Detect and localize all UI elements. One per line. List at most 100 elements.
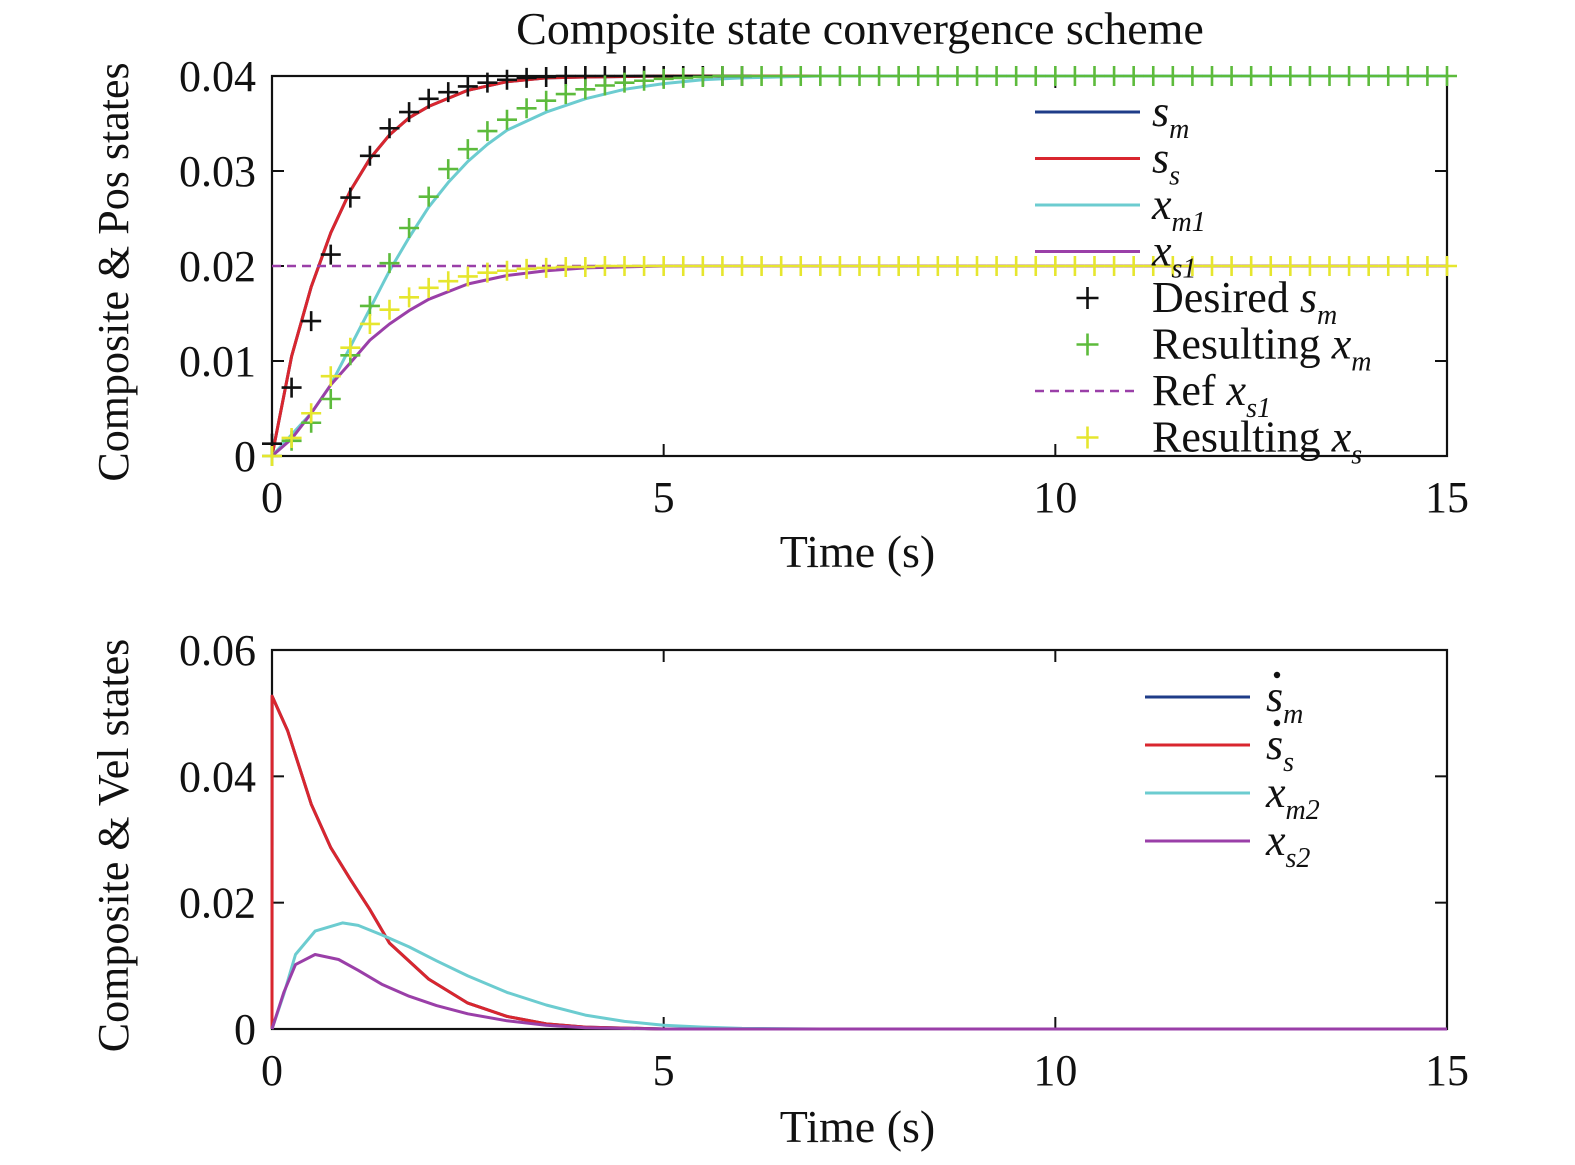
data-point-marker [712,66,733,86]
data-point-marker [1299,256,1320,276]
data-point-marker [1241,66,1262,86]
data-point-marker [810,256,831,276]
data-point-marker [1437,256,1457,276]
x-tick-label: 0 [261,1046,283,1095]
data-point-marker [673,67,694,88]
data-point-marker [751,256,772,276]
derivative-dot [1273,671,1281,679]
data-point-marker [399,102,420,123]
legend-label: xm2 [1265,768,1320,826]
y-tick-label: 0.02 [179,879,256,928]
y-tick-label: 0.06 [179,626,256,675]
series-line [270,921,1447,1031]
data-point-marker [457,139,478,160]
data-point-marker [712,256,733,276]
x-tick-label: 5 [653,473,675,522]
legend-label: Desired sm [1152,273,1337,331]
legend-label: xm1 [1151,180,1206,238]
data-point-marker [1123,256,1144,276]
data-point-marker [516,258,537,279]
data-point-marker [1045,256,1066,276]
data-point-marker [1319,256,1340,276]
data-point-marker [1064,66,1085,86]
data-point-marker [575,256,596,277]
series-markers [262,256,1457,466]
data-point-marker [1084,66,1105,86]
data-point-marker [908,66,929,86]
data-point-marker [438,271,459,292]
data-point-marker [1417,66,1438,86]
legend-entry: Resulting xm [1076,320,1371,378]
y-tick-label: 0.03 [179,147,256,196]
data-point-marker [927,256,948,276]
y-tick-label: 0.04 [179,52,256,101]
data-point-marker [1417,256,1438,276]
data-point-marker [359,145,380,166]
data-point-marker [1025,66,1046,86]
data-point-marker [438,159,459,180]
legend-entry: ss [1145,719,1294,778]
y-tick-label: 0 [234,1005,256,1054]
y-tick-label: 0.04 [179,752,256,801]
data-point-marker [947,66,968,86]
data-point-marker [359,295,380,316]
legend-entry: xm1 [1035,180,1206,238]
data-point-marker [418,88,439,109]
data-point-marker [673,256,694,276]
x-tick-label: 15 [1425,473,1469,522]
legend-label: Ref xs1 [1152,366,1271,424]
data-point-marker [849,256,870,276]
data-point-marker [1143,66,1164,86]
data-point-marker [418,186,439,207]
data-point-marker [594,75,615,96]
data-point-marker [1260,256,1281,276]
data-point-marker [457,76,478,97]
data-point-marker [1221,66,1242,86]
data-point-marker [477,72,498,93]
data-point-marker [301,311,322,332]
data-point-marker [1084,256,1105,276]
data-point-marker [536,257,557,278]
data-point-marker [849,66,870,86]
data-point-marker [732,66,752,86]
data-point-marker [771,256,792,276]
data-point-marker [457,266,478,287]
data-point-marker [399,218,420,238]
data-point-marker [379,118,400,139]
data-point-marker [869,256,890,276]
legend-marker [1076,287,1099,309]
legend-label: sm [1152,87,1189,145]
data-point-marker [516,98,537,119]
data-point-marker [399,287,420,308]
data-point-marker [418,277,439,298]
x-tick-label: 0 [261,473,283,522]
data-point-marker [810,66,831,86]
data-point-marker [1202,66,1222,86]
data-point-marker [1319,66,1340,86]
data-point-marker [281,427,302,448]
data-point-marker [692,256,713,276]
chart-velocity-states: 0 5 10 15 0 0.02 0.04 0.06 Time (s) Composite & V… [89,626,1469,1152]
y-axis-label: Composite & Vel states [89,639,138,1053]
data-point-marker [888,256,909,276]
data-point-marker [634,256,655,276]
data-point-marker [653,256,674,276]
legend-label: sm [1266,672,1303,730]
legend-entry: ss [1035,134,1180,192]
legend-entry: sm [1145,671,1303,730]
data-point-marker [1397,256,1418,276]
data-point-marker [986,256,1007,276]
data-point-marker [1104,66,1125,86]
data-point-marker [516,67,537,88]
data-point-marker [869,66,890,86]
data-point-marker [555,84,576,105]
data-point-marker [379,253,400,274]
legend-entry: Desired sm [1076,273,1337,331]
data-point-marker [1397,66,1418,86]
data-point-marker [1123,66,1144,86]
chart-title: Composite state convergence scheme [516,3,1204,54]
legend-entry: Resulting xs [1076,413,1362,471]
data-point-marker [320,366,341,387]
